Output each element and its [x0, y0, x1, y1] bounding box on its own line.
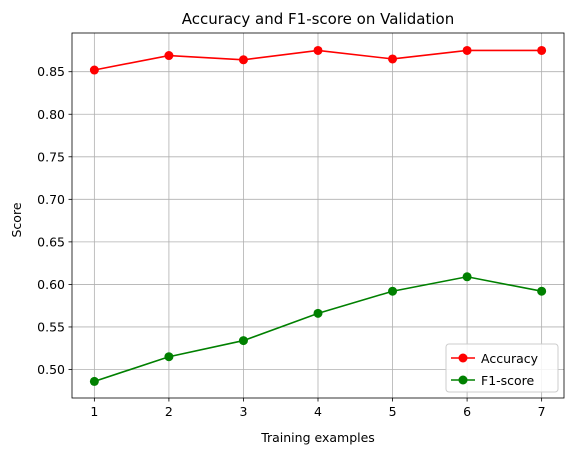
x-tick-label: 5 — [389, 404, 397, 419]
y-tick-label: 0.80 — [37, 107, 65, 122]
legend-marker-f1-score — [459, 376, 468, 385]
data-point-accuracy — [537, 46, 546, 55]
data-point-f1-score — [90, 377, 99, 386]
data-point-f1-score — [388, 287, 397, 296]
y-tick-label: 0.50 — [37, 362, 65, 377]
x-axis-title: Training examples — [260, 430, 375, 445]
data-point-f1-score — [314, 309, 323, 318]
y-tick-label: 0.60 — [37, 277, 65, 292]
y-tick-label: 0.65 — [37, 234, 65, 249]
grid — [72, 33, 564, 398]
legend-marker-accuracy — [459, 354, 468, 363]
legend-label-accuracy: Accuracy — [481, 351, 539, 366]
data-point-accuracy — [239, 55, 248, 64]
legend-label-f1-score: F1-score — [481, 373, 535, 388]
y-tick-label: 0.70 — [37, 192, 65, 207]
x-tick-label: 1 — [90, 404, 98, 419]
data-point-f1-score — [164, 352, 173, 361]
data-point-accuracy — [164, 51, 173, 60]
y-axis-title: Score — [9, 202, 24, 237]
y-tick-label: 0.85 — [37, 64, 65, 79]
x-tick-label: 7 — [538, 404, 546, 419]
data-point-f1-score — [239, 336, 248, 345]
data-point-f1-score — [537, 287, 546, 296]
chart-title: Accuracy and F1-score on Validation — [182, 10, 454, 28]
data-point-accuracy — [463, 46, 472, 55]
y-tick-label: 0.75 — [37, 149, 65, 164]
y-tick-label: 0.55 — [37, 319, 65, 334]
x-tick-label: 2 — [165, 404, 173, 419]
data-point-accuracy — [314, 46, 323, 55]
x-tick-label: 3 — [239, 404, 247, 419]
data-point-accuracy — [90, 66, 99, 75]
x-tick-label: 4 — [314, 404, 322, 419]
x-tick-label: 6 — [463, 404, 471, 419]
data-point-accuracy — [388, 54, 397, 63]
data-point-f1-score — [463, 272, 472, 281]
legend: Accuracy F1-score — [446, 344, 558, 392]
